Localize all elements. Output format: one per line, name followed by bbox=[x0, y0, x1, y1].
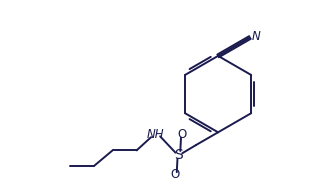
Text: N: N bbox=[252, 30, 261, 43]
Text: O: O bbox=[178, 128, 187, 141]
Text: O: O bbox=[171, 168, 180, 181]
Text: S: S bbox=[174, 148, 183, 162]
Text: NH: NH bbox=[146, 128, 164, 141]
